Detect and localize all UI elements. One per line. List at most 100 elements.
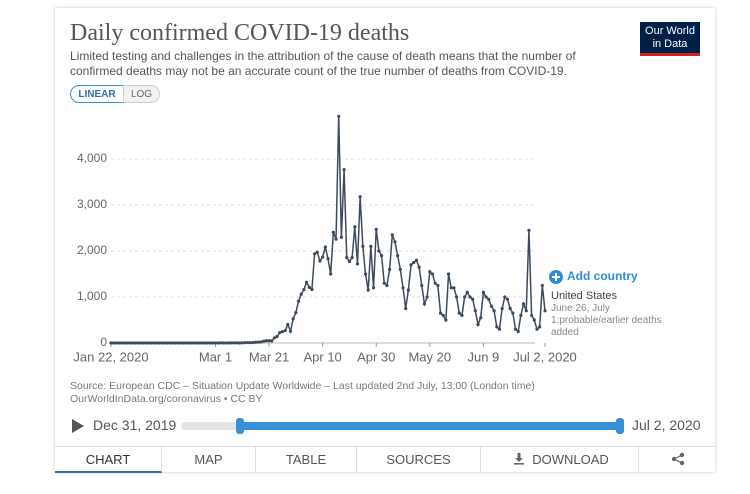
data-point: [540, 283, 544, 288]
data-point: [471, 297, 475, 301]
timeline-handle[interactable]: [616, 418, 624, 434]
data-point: [254, 340, 258, 344]
chart-title: Daily confirmed COVID-19 deaths: [70, 20, 410, 46]
download-icon: [514, 453, 524, 465]
legend-label: United States: [551, 290, 618, 302]
logo[interactable]: Our World in Data: [640, 22, 700, 56]
data-point: [299, 292, 303, 296]
y-tick-label: 1,000: [77, 289, 107, 303]
data-point: [117, 341, 121, 345]
data-point: [329, 272, 333, 276]
data-point: [347, 259, 352, 264]
data-point: [505, 297, 510, 301]
data-point: [358, 195, 362, 199]
data-point: [160, 341, 164, 345]
data-point: [503, 295, 507, 299]
data-point: [353, 225, 357, 229]
tab[interactable]: MAP: [162, 447, 256, 473]
data-point: [527, 228, 531, 232]
data-point: [363, 272, 368, 276]
data-point: [492, 309, 496, 313]
tab[interactable]: [639, 447, 715, 473]
tab[interactable]: SOURCES: [357, 447, 481, 473]
y-tick-label: 0: [100, 335, 107, 349]
data-point: [262, 339, 266, 343]
scale-button[interactable]: LOG: [123, 85, 160, 103]
data-point: [516, 329, 520, 334]
data-point: [404, 306, 408, 311]
data-point: [355, 262, 360, 266]
data-point: [468, 295, 472, 299]
data-point: [396, 254, 400, 258]
data-point: [136, 341, 140, 345]
data-point: [457, 311, 461, 315]
data-point: [302, 287, 306, 292]
tab[interactable]: DOWNLOAD: [481, 447, 639, 473]
data-point: [406, 288, 410, 292]
timeline-handle[interactable]: [236, 418, 244, 434]
share-icon[interactable]: [671, 452, 685, 466]
data-point: [200, 341, 204, 345]
data-point: [205, 341, 210, 345]
data-point: [369, 244, 373, 248]
add-country[interactable]: Add country: [567, 269, 638, 283]
data-point: [296, 299, 301, 303]
data-point: [248, 341, 252, 345]
data-point: [141, 341, 145, 345]
data-point: [388, 267, 392, 271]
x-tick-label: Mar 1: [199, 349, 232, 364]
data-point: [109, 341, 113, 345]
data-point: [114, 341, 118, 345]
x-tick-label: Jun 9: [467, 349, 499, 364]
y-tick-label: 4,000: [77, 151, 107, 165]
data-point: [235, 341, 239, 345]
data-point: [313, 252, 317, 256]
data-point: [454, 295, 459, 299]
data-point: [152, 341, 156, 345]
data-point: [251, 340, 255, 345]
data-point: [465, 290, 469, 294]
data-point: [393, 240, 397, 244]
data-point: [366, 288, 370, 292]
data-point: [138, 341, 143, 345]
data-point: [374, 227, 378, 231]
y-tick-label: 3,000: [77, 197, 107, 211]
data-point: [538, 325, 542, 329]
data-point: [318, 259, 322, 263]
data-point: [184, 341, 188, 345]
play-button[interactable]: [72, 419, 84, 433]
data-point: [371, 286, 376, 290]
data-point: [379, 254, 384, 258]
x-tick-label: May 20: [408, 349, 451, 364]
tab[interactable]: TABLE: [256, 447, 357, 473]
data-point: [422, 302, 427, 306]
data-point: [229, 341, 234, 345]
data-point: [460, 313, 464, 317]
data-point: [162, 341, 167, 345]
data-point: [144, 341, 148, 345]
data-point: [291, 317, 295, 321]
data-point: [224, 341, 228, 345]
chart-card: [55, 8, 715, 472]
tab[interactable]: CHART: [55, 447, 162, 473]
data-point: [401, 286, 405, 290]
data-point: [168, 341, 172, 345]
data-point: [310, 287, 314, 292]
data-point: [211, 341, 215, 345]
data-point: [339, 235, 343, 239]
data-point: [425, 295, 429, 299]
x-tick-label: Mar 21: [249, 349, 289, 364]
timeline-start: Dec 31, 2019: [93, 417, 177, 433]
data-point: [521, 302, 526, 306]
data-point: [331, 230, 335, 234]
data-point: [237, 341, 242, 345]
data-point: [197, 341, 202, 345]
data-point: [294, 310, 298, 315]
data-point: [203, 341, 207, 345]
data-point: [489, 304, 494, 308]
data-point: [176, 341, 180, 345]
x-tick-label: Apr 10: [303, 349, 341, 364]
data-point: [264, 339, 268, 343]
data-point: [181, 341, 185, 345]
